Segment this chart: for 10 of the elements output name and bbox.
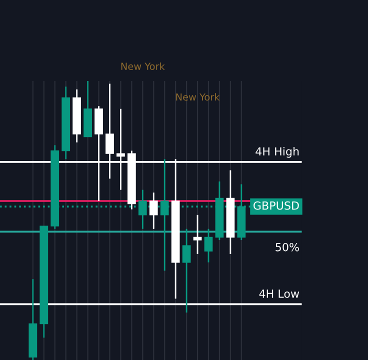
ref-line-label: 4H High xyxy=(256,146,299,158)
candlestick xyxy=(193,214,202,255)
candlestick xyxy=(182,228,191,314)
candlestick xyxy=(204,228,213,264)
text: 50% xyxy=(276,242,299,252)
ref-line-label: 4H Low xyxy=(259,290,300,298)
candlestick xyxy=(149,192,158,230)
text: New York xyxy=(121,62,165,70)
ref-line-label: GBPUSD xyxy=(254,201,299,210)
annotation: New York xyxy=(176,93,220,101)
